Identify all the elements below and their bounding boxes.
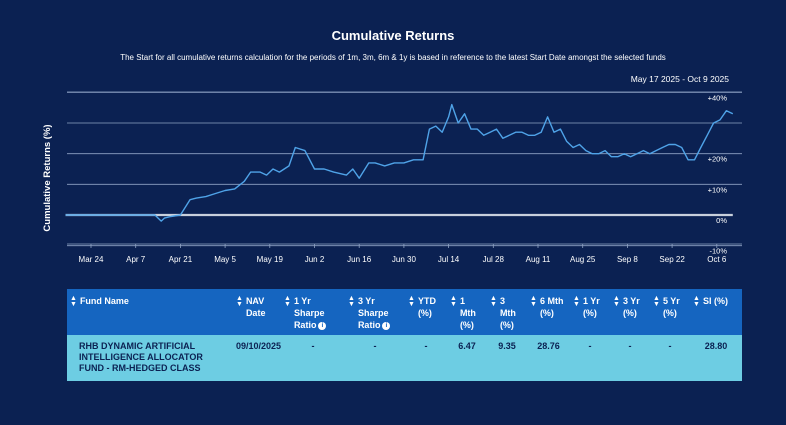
x-tick-label: Aug 11 [526,255,551,264]
column-header[interactable]: ▲ ▼ 1 Yr (%) [570,289,610,335]
column-header-label: Fund Name [79,296,129,306]
table-cell: - [405,335,447,381]
x-tick-label: Mar 24 [79,255,104,264]
fund-table: ▲ ▼ Fund Name ▲ ▼ NAV Date ▲ ▼ 1 Yr Sharpe Ratio… [67,289,742,381]
sort-icon[interactable]: ▲ ▼ [490,295,497,308]
cumulative-returns-chart: -10% 0% +10% +20% +40% Mar 24 Apr 7 Apr 21 May 5… [42,91,742,264]
column-header-label: 6 Mth (%) [539,296,564,318]
sort-icon[interactable]: ▲ ▼ [408,295,415,308]
x-tick-label: Jun 30 [392,255,417,264]
table-cell: - [345,335,405,381]
column-header[interactable]: ▲ ▼ 3 Yr (%) [610,289,650,335]
info-icon[interactable]: i [382,321,391,330]
x-tick-label: Oct 6 [707,255,727,264]
table-header-row: ▲ ▼ Fund Name ▲ ▼ NAV Date ▲ ▼ 1 Yr Sharpe Ratio… [67,289,742,335]
column-header-label: SI (%) [702,296,728,306]
column-header-label: YTD (%) [417,296,436,318]
table-body: RHB DYNAMIC ARTIFICIAL INTELLIGENCE ALLO… [67,335,742,381]
sort-icon[interactable]: ▲ ▼ [450,295,457,308]
fund-table-container: ▲ ▼ Fund Name ▲ ▼ NAV Date ▲ ▼ 1 Yr Sharpe Ratio… [67,289,742,381]
x-tick-label: May 19 [257,255,284,264]
column-header-label: 3 Yr Sharpe Ratio [357,296,389,330]
fund-name-cell[interactable]: RHB DYNAMIC ARTIFICIAL INTELLIGENCE ALLO… [67,335,233,381]
table-cell: 28.76 [527,335,570,381]
sort-icon[interactable]: ▲ ▼ [284,295,291,308]
x-tick-label: May 5 [214,255,236,264]
column-header[interactable]: ▲ ▼ NAV Date [233,289,281,335]
sort-icon[interactable]: ▲ ▼ [573,295,580,308]
table-cell: - [650,335,690,381]
x-tick-label: Jul 28 [483,255,505,264]
column-header[interactable]: ▲ ▼ 6 Mth (%) [527,289,570,335]
column-header[interactable]: ▲ ▼ YTD (%) [405,289,447,335]
column-header[interactable]: ▲ ▼ Fund Name [67,289,233,335]
column-header-label: 1 Yr Sharpe Ratio [293,296,325,330]
column-header-label: 3 Mth (%) [499,296,516,330]
sort-icon[interactable]: ▲ ▼ [530,295,537,308]
x-tick-label: Apr 7 [126,255,146,264]
x-tick-label: Aug 25 [570,255,596,264]
sort-icon[interactable]: ▲ ▼ [70,295,77,308]
sort-icon[interactable]: ▲ ▼ [348,295,355,308]
column-header[interactable]: ▲ ▼ 1 Yr Sharpe Ratio i [281,289,345,335]
y-tick-label: +20% [708,155,728,164]
table-row[interactable]: RHB DYNAMIC ARTIFICIAL INTELLIGENCE ALLO… [67,335,742,381]
column-header[interactable]: ▲ ▼ 3 Mth (%) [487,289,527,335]
column-header-label: 1 Yr (%) [582,296,600,318]
x-tick-label: Jun 2 [305,255,325,264]
nav-date-cell: 09/10/2025 [233,335,281,381]
table-cell: - [281,335,345,381]
table-cell: - [570,335,610,381]
sort-icon[interactable]: ▲ ▼ [693,295,700,308]
date-range: May 17 2025 - Oct 9 2025 [630,74,729,84]
info-icon[interactable]: i [318,321,327,330]
y-tick-label: +10% [708,185,728,194]
table-cell: 9.35 [487,335,527,381]
sort-icon[interactable]: ▲ ▼ [653,295,660,308]
x-tick-label: Jun 16 [347,255,372,264]
x-tick-label: Sep 8 [617,255,638,264]
column-header[interactable]: ▲ ▼ 1 Mth (%) [447,289,487,335]
column-header-label: 3 Yr (%) [622,296,640,318]
table-cell: - [610,335,650,381]
column-header[interactable]: ▲ ▼ 5 Yr (%) [650,289,690,335]
sort-icon[interactable]: ▲ ▼ [236,295,243,308]
x-tick-label: Jul 14 [438,255,460,264]
chart-subtitle: The Start for all cumulative returns cal… [120,53,666,62]
fund-return-line [65,103,734,222]
column-header-label: NAV Date [245,296,266,318]
x-tick-label: Apr 21 [169,255,193,264]
column-header[interactable]: ▲ ▼ 3 Yr Sharpe Ratio i [345,289,405,335]
column-header-label: 1 Mth (%) [459,296,476,330]
y-tick-label: 0% [716,216,727,225]
sort-icon[interactable]: ▲ ▼ [613,295,620,308]
column-header-label: 5 Yr (%) [662,296,680,318]
y-axis-label: Cumulative Returns (%) [42,124,53,231]
y-tick-label: +40% [708,93,728,102]
table-cell: 28.80 [690,335,742,381]
table-cell: 6.47 [447,335,487,381]
x-tick-label: Sep 22 [659,255,685,264]
chart-title: Cumulative Returns [331,28,455,43]
y-tick-label: -10% [709,247,727,256]
column-header[interactable]: ▲ ▼ SI (%) [690,289,742,335]
